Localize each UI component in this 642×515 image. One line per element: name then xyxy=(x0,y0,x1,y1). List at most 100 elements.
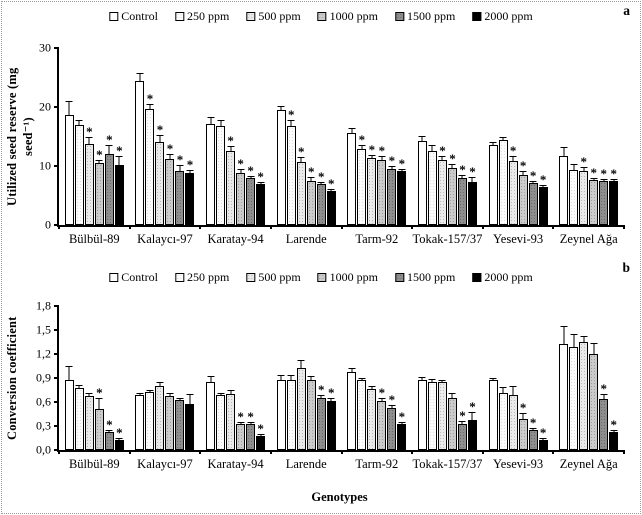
error-bar-cap xyxy=(166,393,174,394)
significance-asterisk: * xyxy=(96,385,103,400)
error-bar-cap xyxy=(95,160,103,161)
x-group-tick xyxy=(481,225,484,229)
legend-swatch-2000-ppm xyxy=(472,273,482,282)
error-bar-cap xyxy=(237,422,245,423)
error-bar xyxy=(371,387,373,390)
error-bar xyxy=(139,394,141,396)
error-bar-cap xyxy=(247,176,255,177)
bar-control xyxy=(559,147,569,225)
error-bar xyxy=(361,146,363,150)
error-bar-cap xyxy=(156,382,164,383)
error-bar-cap xyxy=(468,412,476,413)
significance-asterisk: * xyxy=(287,107,295,122)
error-bar xyxy=(573,335,575,348)
error-bar-cap xyxy=(438,380,446,381)
error-bar xyxy=(421,378,423,381)
error-bar-cap xyxy=(327,398,335,399)
y-tick-mark xyxy=(54,305,59,307)
error-bar-cap xyxy=(489,378,497,379)
bar-250-ppm xyxy=(569,334,579,450)
error-bar xyxy=(159,136,161,143)
bar-2000-ppm: * xyxy=(609,167,619,225)
y-tick-label: 1,8 xyxy=(36,298,51,313)
error-bar xyxy=(149,391,151,393)
error-bar xyxy=(512,157,514,162)
error-bar xyxy=(471,413,473,421)
error-bar-cap xyxy=(317,182,325,183)
error-bar-cap xyxy=(418,136,426,137)
error-bar-cap xyxy=(499,137,507,138)
x-category-label: Tokak-157/37 xyxy=(412,457,483,471)
error-bar xyxy=(532,429,534,431)
y-tick-mark xyxy=(54,425,59,427)
error-bar-cap xyxy=(600,179,608,180)
error-bar xyxy=(583,168,585,172)
error-bar-cap xyxy=(458,421,466,422)
significance-asterisk: * xyxy=(449,151,456,166)
x-category-label: Kalaycı-97 xyxy=(137,232,193,246)
significance-asterisk: * xyxy=(378,385,386,400)
error-bar-cap xyxy=(217,393,225,394)
error-bar-cap xyxy=(327,189,335,190)
y-tick-label: 1,2 xyxy=(36,346,51,361)
significance-asterisk: * xyxy=(156,122,164,137)
bar-control xyxy=(347,128,357,225)
x-category-labels: Bülbül-89 Kalaycı-97 Karatay-94 Larende Tarm… xyxy=(59,232,624,247)
bar-1000-ppm: * xyxy=(236,410,246,450)
legend-item: Control xyxy=(109,9,158,24)
x-category-label: Tokak-157/37 xyxy=(412,232,483,246)
x-group-tick xyxy=(623,450,625,454)
x-category-label: Larende xyxy=(285,232,327,246)
significance-asterisk: * xyxy=(257,421,264,436)
x-group-tick xyxy=(58,450,60,454)
error-bar xyxy=(391,167,393,170)
error-bar xyxy=(371,156,373,159)
genotype-group: * * * * xyxy=(200,48,271,225)
error-bar xyxy=(593,179,595,181)
y-tick-label: 10 xyxy=(39,158,51,173)
legend-swatch-1500-ppm xyxy=(395,273,405,282)
error-bar xyxy=(78,386,80,389)
significance-asterisk: * xyxy=(146,91,154,106)
error-bar xyxy=(179,166,181,172)
bar-500-ppm: * xyxy=(84,125,94,225)
legend-label: 500 ppm xyxy=(258,9,301,23)
bar-500-ppm: * xyxy=(367,143,377,225)
bar-250-ppm: * xyxy=(286,108,296,225)
error-bar-cap xyxy=(307,177,315,178)
y-tick-mark xyxy=(54,165,59,167)
genotype-group: * * * * xyxy=(483,48,554,225)
error-bar xyxy=(441,381,443,383)
error-bar xyxy=(159,383,161,387)
significance-asterisk: * xyxy=(257,169,264,184)
error-bar xyxy=(613,431,615,433)
x-group-tick xyxy=(340,225,343,229)
bar-250-ppm xyxy=(427,145,437,225)
error-bar xyxy=(250,177,252,179)
significance-asterisk: * xyxy=(166,141,174,156)
error-bar xyxy=(431,380,433,383)
error-bar xyxy=(230,147,232,152)
bar-2000-ppm xyxy=(185,394,195,450)
bar-1500-ppm: * xyxy=(457,409,467,450)
legend: Control 250 ppm 500 ppm 1000 ppm 1500 ppm 200… xyxy=(109,9,533,24)
bar-2000-ppm: * xyxy=(538,173,548,225)
error-bar xyxy=(563,327,565,345)
x-group-tick xyxy=(269,225,272,229)
significance-asterisk: * xyxy=(459,162,466,177)
error-bar xyxy=(68,367,70,381)
error-bar-cap xyxy=(115,438,123,439)
significance-asterisk: * xyxy=(519,400,527,415)
bar-control xyxy=(417,377,427,450)
significance-asterisk: * xyxy=(610,417,617,432)
error-bar-cap xyxy=(227,390,235,391)
error-bar-cap xyxy=(297,157,305,158)
error-bar xyxy=(220,121,222,127)
bar-1000-ppm: * xyxy=(518,401,528,450)
legend-label: 250 ppm xyxy=(186,9,230,23)
bar-500-ppm: * xyxy=(508,144,518,225)
error-bar-cap xyxy=(509,156,517,157)
bar-250-ppm xyxy=(216,120,226,225)
bar-250-ppm xyxy=(145,390,155,450)
significance-asterisk: * xyxy=(327,176,335,191)
